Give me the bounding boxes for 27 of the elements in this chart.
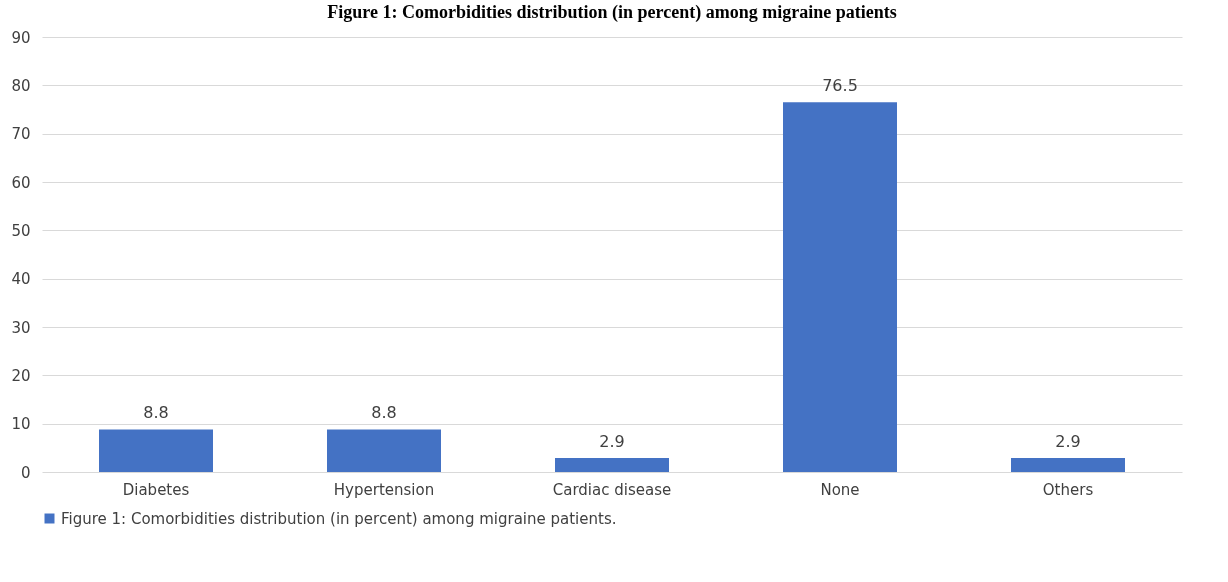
y-tick-label: 30: [11, 318, 31, 337]
y-tick-label: 50: [11, 221, 31, 240]
x-tick-label: Hypertension: [333, 480, 435, 499]
bar: [1011, 457, 1125, 472]
x-tick-label: Others: [1042, 480, 1094, 499]
data-label: 2.9: [1055, 431, 1081, 451]
chart-title: Figure 1: Comorbidities distribution (in percent) among migraine patients: [327, 2, 897, 23]
data-label: 2.9: [599, 431, 625, 451]
x-tick-label: None: [820, 480, 860, 499]
y-tick-label: 60: [11, 173, 31, 192]
bar: [99, 429, 213, 472]
bar: [555, 457, 669, 472]
legend-label: Figure 1: Comorbidities distribution (in percent) among migraine patients.: [61, 509, 617, 528]
y-tick-label: 70: [11, 125, 31, 144]
y-tick-label: 40: [11, 270, 31, 289]
x-tick-label: Cardiac disease: [552, 480, 672, 499]
y-tick-label: 80: [11, 76, 31, 95]
bar: [783, 102, 897, 472]
y-tick-label: 20: [11, 366, 31, 385]
y-tick-label: 0: [20, 463, 31, 482]
data-label: 8.8: [143, 403, 169, 423]
y-tick-label: 90: [11, 28, 31, 47]
bar: [327, 429, 441, 472]
data-label: 8.8: [371, 403, 397, 423]
y-tick-label: 10: [11, 415, 31, 434]
data-label: 76.5: [822, 76, 858, 96]
x-tick-label: Diabetes: [122, 480, 190, 499]
